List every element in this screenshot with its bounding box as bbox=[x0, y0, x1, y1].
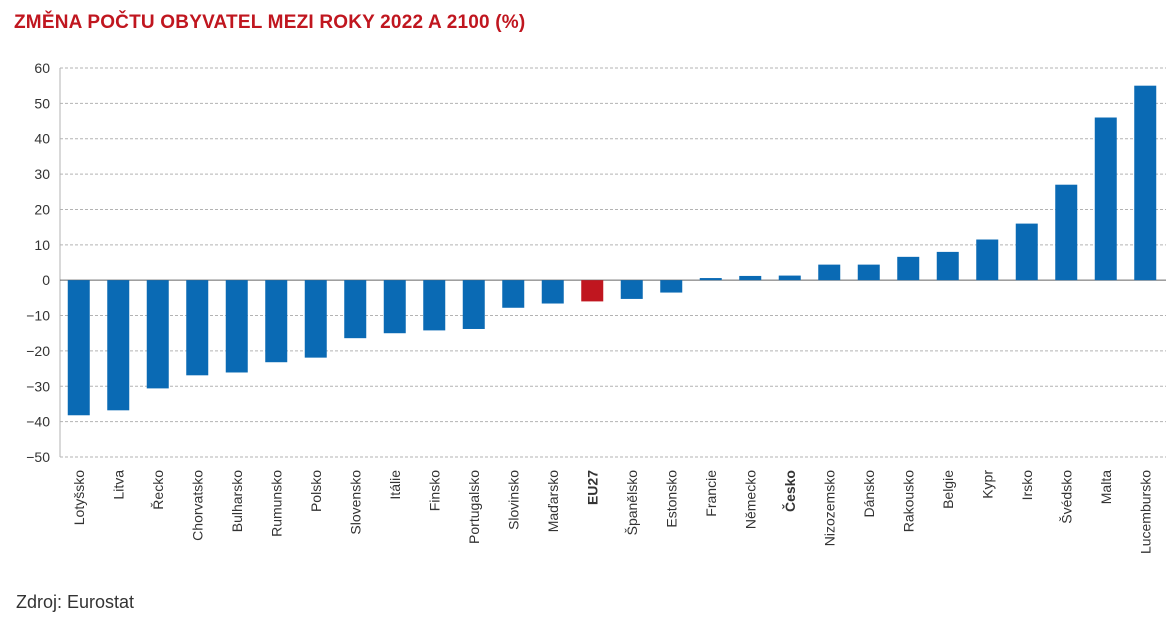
x-category-label: Dánsko bbox=[861, 470, 877, 518]
x-category-label: Belgie bbox=[940, 470, 956, 509]
bar-14 bbox=[620, 280, 643, 299]
x-category-label: Estonsko bbox=[663, 470, 679, 528]
x-category-label: Kypr bbox=[979, 470, 995, 499]
x-category-label: Litva bbox=[110, 470, 126, 500]
bar-2 bbox=[146, 280, 169, 389]
x-category-label: Francie bbox=[703, 470, 719, 517]
x-category-label: Řecko bbox=[150, 470, 166, 510]
y-tick-label: 50 bbox=[34, 95, 50, 111]
x-category-label: Česko bbox=[781, 470, 798, 512]
y-tick-label: −20 bbox=[26, 343, 50, 359]
bar-16 bbox=[699, 278, 722, 281]
bar-25 bbox=[1055, 184, 1078, 281]
y-tick-label: 30 bbox=[34, 166, 50, 182]
chart-title: ZMĚNA POČTU OBYVATEL MEZI ROKY 2022 A 21… bbox=[14, 12, 526, 33]
y-tick-label: 10 bbox=[34, 237, 50, 253]
y-axis-ticks: 60 50 40 30 20 10 0 −10 −20 −30 −40 −50 bbox=[26, 60, 50, 465]
y-tick-label: −40 bbox=[26, 414, 50, 430]
y-tick-label: −30 bbox=[26, 378, 50, 394]
bar-20 bbox=[857, 264, 880, 281]
x-axis-labels: Lotyšsko Litva Řecko Chorvatsko Bulharsko Rum… bbox=[71, 470, 1154, 554]
x-category-label: Maďarsko bbox=[545, 470, 561, 533]
bar-17 bbox=[739, 275, 762, 281]
bar-19 bbox=[818, 264, 841, 281]
x-category-label: Portugalsko bbox=[466, 470, 482, 544]
y-tick-label: 20 bbox=[34, 201, 50, 217]
x-category-label: Nizozemsko bbox=[821, 470, 837, 546]
bar-18 bbox=[778, 275, 801, 281]
gridlines bbox=[59, 67, 1166, 458]
bar-4 bbox=[225, 280, 248, 373]
x-category-label: Španělsko bbox=[624, 470, 640, 536]
bar-27 bbox=[1134, 85, 1157, 281]
bar-26 bbox=[1094, 117, 1117, 281]
x-category-label: Itálie bbox=[387, 470, 403, 500]
x-category-label: Slovinsko bbox=[505, 470, 521, 530]
x-category-label: Lucembursko bbox=[1137, 470, 1153, 554]
y-tick-label: −10 bbox=[26, 308, 50, 324]
y-tick-label: 60 bbox=[34, 60, 50, 76]
y-tick-label: 40 bbox=[34, 131, 50, 147]
bar-8 bbox=[383, 280, 406, 334]
bar-12 bbox=[541, 280, 564, 304]
x-category-label: Chorvatsko bbox=[189, 470, 205, 541]
source-note: Zdroj: Eurostat bbox=[16, 592, 135, 612]
bar-10 bbox=[462, 280, 485, 329]
x-category-label: Finsko bbox=[426, 470, 442, 511]
bar-3 bbox=[186, 280, 209, 376]
bar-13 bbox=[581, 280, 604, 302]
x-category-label: Rumunsko bbox=[268, 470, 284, 537]
bar-1 bbox=[107, 280, 130, 411]
bar-22 bbox=[936, 251, 959, 281]
bar-11 bbox=[502, 280, 525, 308]
x-category-label: EU27 bbox=[584, 470, 600, 505]
bar-9 bbox=[423, 280, 446, 331]
y-tick-label: 0 bbox=[42, 272, 50, 288]
bar-6 bbox=[304, 280, 327, 358]
x-category-label: Lotyšsko bbox=[71, 470, 87, 525]
x-category-label: Malta bbox=[1098, 470, 1114, 504]
x-category-label: Bulharsko bbox=[229, 470, 245, 532]
bar-5 bbox=[265, 280, 288, 363]
bar-23 bbox=[976, 239, 999, 281]
bar-24 bbox=[1015, 223, 1038, 281]
bars bbox=[67, 85, 1157, 416]
x-category-label: Rakousko bbox=[900, 470, 916, 532]
y-tick-label: −50 bbox=[26, 449, 50, 465]
x-category-label: Švédsko bbox=[1058, 470, 1074, 524]
x-category-label: Německo bbox=[742, 470, 758, 529]
bar-7 bbox=[344, 280, 367, 339]
x-category-label: Irsko bbox=[1019, 470, 1035, 501]
x-category-label: Polsko bbox=[308, 470, 324, 512]
x-category-label: Slovensko bbox=[347, 470, 363, 535]
bar-21 bbox=[897, 256, 920, 281]
bar-15 bbox=[660, 280, 683, 293]
bar-0 bbox=[67, 280, 90, 416]
